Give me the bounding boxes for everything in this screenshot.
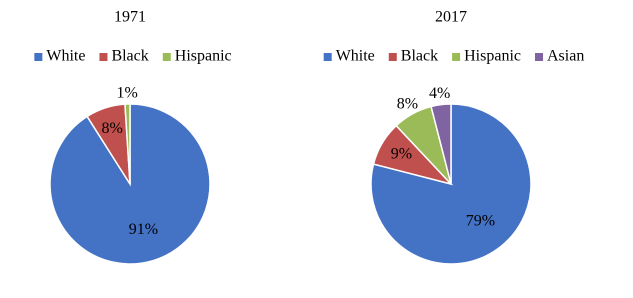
legend-label: White <box>46 48 85 65</box>
legend-label: Asian <box>547 48 584 65</box>
chart-title: 2017 <box>435 9 467 26</box>
legend-swatch <box>323 53 332 61</box>
legend-swatch <box>162 53 171 61</box>
data-label: 4% <box>429 85 450 102</box>
legend-swatch <box>452 53 461 61</box>
data-label: 1% <box>116 84 137 101</box>
legend-label: Hispanic <box>464 48 521 65</box>
pie-slice <box>124 103 131 185</box>
legend-swatch <box>34 53 43 61</box>
legend-label: Black <box>401 48 438 65</box>
legend-label: Hispanic <box>175 48 232 65</box>
legend-swatch <box>99 53 108 61</box>
legend-swatch <box>534 53 543 61</box>
data-label: 79% <box>466 213 495 230</box>
data-label: 9% <box>391 145 412 162</box>
chart-title: 1971 <box>114 9 146 26</box>
data-label: 8% <box>102 120 123 137</box>
legend-swatch <box>388 53 397 61</box>
data-label: 91% <box>129 221 158 238</box>
data-label: 8% <box>397 95 418 112</box>
legend-label: Black <box>111 48 148 65</box>
legend-label: White <box>336 48 375 65</box>
pie-slice <box>430 103 452 185</box>
